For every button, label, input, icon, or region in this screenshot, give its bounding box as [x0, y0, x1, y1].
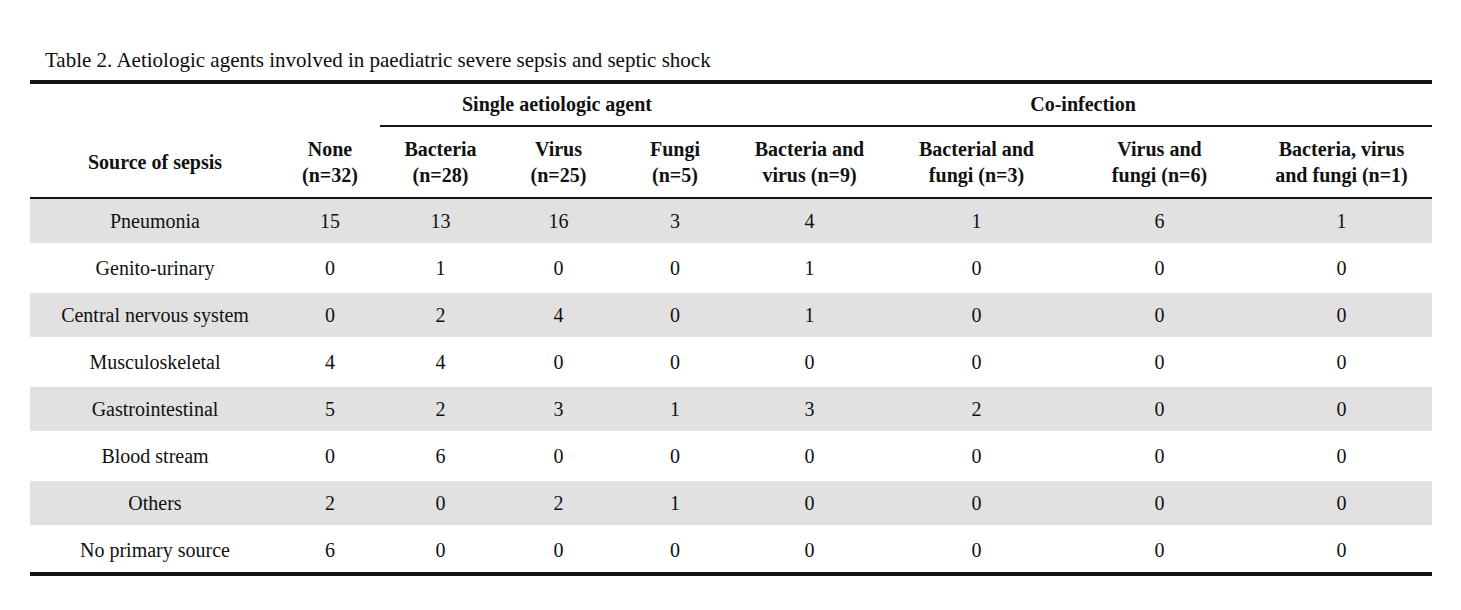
value-cell: 0	[1251, 245, 1432, 292]
value-cell: 1	[616, 386, 734, 433]
value-cell: 0	[885, 339, 1068, 386]
value-cell: 15	[280, 198, 380, 245]
column-group-spacer	[30, 82, 380, 126]
value-cell: 0	[885, 433, 1068, 480]
value-cell: 4	[734, 198, 885, 245]
table-header: Single aetiologic agent Co-infection Sou…	[30, 82, 1432, 198]
table-row: Central nervous system02401000	[30, 292, 1432, 339]
value-cell: 0	[1068, 292, 1251, 339]
value-cell: 0	[885, 480, 1068, 527]
value-cell: 0	[1251, 433, 1432, 480]
value-cell: 0	[1251, 480, 1432, 527]
value-cell: 0	[1251, 386, 1432, 433]
value-cell: 3	[501, 386, 616, 433]
value-cell: 0	[734, 527, 885, 575]
value-cell: 0	[380, 480, 501, 527]
row-label-source: Genito-urinary	[30, 245, 280, 292]
value-cell: 2	[380, 386, 501, 433]
value-cell: 1	[380, 245, 501, 292]
value-cell: 0	[1251, 292, 1432, 339]
value-cell: 0	[501, 433, 616, 480]
column-header-row: Source of sepsis None (n=32) Bacteria (n…	[30, 126, 1432, 198]
column-header-none: None (n=32)	[280, 126, 380, 198]
value-cell: 0	[616, 292, 734, 339]
value-cell: 0	[280, 292, 380, 339]
value-cell: 6	[380, 433, 501, 480]
value-cell: 2	[380, 292, 501, 339]
row-label-source: Gastrointestinal	[30, 386, 280, 433]
column-header-bacterial-and-fungi: Bacterial and fungi (n=3)	[885, 126, 1068, 198]
column-header-bacteria: Bacteria (n=28)	[380, 126, 501, 198]
column-header-bacteria-and-virus: Bacteria and virus (n=9)	[734, 126, 885, 198]
table-row: Others20210000	[30, 480, 1432, 527]
value-cell: 4	[280, 339, 380, 386]
row-label-source: No primary source	[30, 527, 280, 575]
table-body: Pneumonia15131634161Genito-urinary010010…	[30, 198, 1432, 574]
value-cell: 0	[734, 433, 885, 480]
value-cell: 16	[501, 198, 616, 245]
value-cell: 1	[734, 292, 885, 339]
value-cell: 0	[1068, 480, 1251, 527]
table-caption: Table 2. Aetiologic agents involved in p…	[0, 0, 1461, 73]
row-label-source: Others	[30, 480, 280, 527]
table-row: Pneumonia15131634161	[30, 198, 1432, 245]
value-cell: 2	[280, 480, 380, 527]
value-cell: 0	[280, 245, 380, 292]
value-cell: 1	[1251, 198, 1432, 245]
value-cell: 0	[616, 433, 734, 480]
row-label-source: Central nervous system	[30, 292, 280, 339]
row-label-source: Blood stream	[30, 433, 280, 480]
value-cell: 0	[885, 527, 1068, 575]
value-cell: 2	[885, 386, 1068, 433]
table-row: Genito-urinary01001000	[30, 245, 1432, 292]
value-cell: 0	[380, 527, 501, 575]
value-cell: 0	[1251, 339, 1432, 386]
value-cell: 6	[1068, 198, 1251, 245]
value-cell: 4	[501, 292, 616, 339]
value-cell: 0	[885, 245, 1068, 292]
value-cell: 0	[501, 339, 616, 386]
value-cell: 1	[616, 480, 734, 527]
value-cell: 0	[1251, 527, 1432, 575]
value-cell: 0	[501, 527, 616, 575]
value-cell: 0	[1068, 245, 1251, 292]
value-cell: 5	[280, 386, 380, 433]
value-cell: 3	[616, 198, 734, 245]
column-group-co-infection: Co-infection	[734, 82, 1432, 126]
value-cell: 1	[885, 198, 1068, 245]
paper-table-page: Table 2. Aetiologic agents involved in p…	[0, 0, 1461, 610]
column-header-bacteria-virus-and-fungi: Bacteria, virus and fungi (n=1)	[1251, 126, 1432, 198]
value-cell: 0	[616, 245, 734, 292]
value-cell: 4	[380, 339, 501, 386]
row-label-source: Musculoskeletal	[30, 339, 280, 386]
value-cell: 0	[1068, 527, 1251, 575]
value-cell: 0	[616, 527, 734, 575]
row-label-source: Pneumonia	[30, 198, 280, 245]
column-header-fungi: Fungi (n=5)	[616, 126, 734, 198]
value-cell: 0	[1068, 386, 1251, 433]
table-row: No primary source60000000	[30, 527, 1432, 575]
table-row: Gastrointestinal52313200	[30, 386, 1432, 433]
value-cell: 3	[734, 386, 885, 433]
value-cell: 0	[1068, 433, 1251, 480]
value-cell: 0	[734, 339, 885, 386]
value-cell: 0	[501, 245, 616, 292]
column-header-virus: Virus (n=25)	[501, 126, 616, 198]
table-row: Musculoskeletal44000000	[30, 339, 1432, 386]
value-cell: 0	[885, 292, 1068, 339]
value-cell: 2	[501, 480, 616, 527]
value-cell: 0	[734, 480, 885, 527]
table-row: Blood stream06000000	[30, 433, 1432, 480]
value-cell: 0	[1068, 339, 1251, 386]
column-header-source-of-sepsis: Source of sepsis	[30, 126, 280, 198]
column-header-virus-and-fungi: Virus and fungi (n=6)	[1068, 126, 1251, 198]
aetiologic-agents-table: Single aetiologic agent Co-infection Sou…	[30, 80, 1432, 576]
value-cell: 6	[280, 527, 380, 575]
column-group-single-aetiologic-agent: Single aetiologic agent	[380, 82, 734, 126]
value-cell: 1	[734, 245, 885, 292]
value-cell: 0	[280, 433, 380, 480]
value-cell: 0	[616, 339, 734, 386]
value-cell: 13	[380, 198, 501, 245]
column-group-row: Single aetiologic agent Co-infection	[30, 82, 1432, 126]
